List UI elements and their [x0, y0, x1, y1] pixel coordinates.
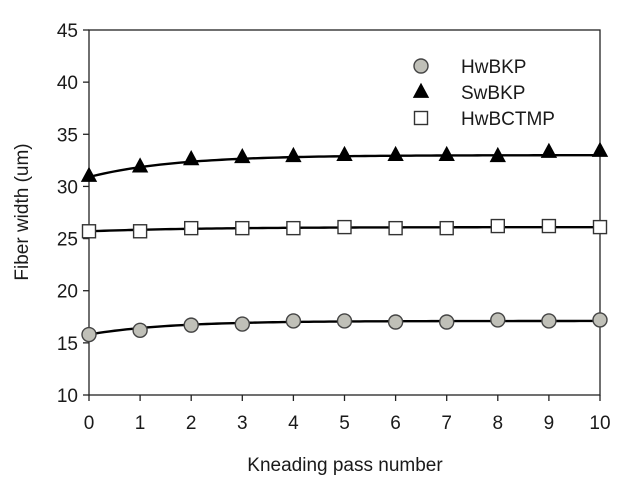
y-tick-label: 25	[57, 230, 78, 251]
data-point-hwbkp	[285, 313, 302, 329]
legend-label-swbkp: SwBKP	[461, 83, 525, 104]
y-tick-label: 10	[57, 386, 78, 407]
data-point-swbkp	[285, 146, 302, 163]
data-point-swbkp	[80, 166, 98, 182]
legend-marker-hwbctmp	[413, 110, 429, 126]
x-axis-title: Kneading pass number	[247, 455, 443, 476]
fit-lines	[88, 153, 600, 336]
x-tick-label: 5	[339, 413, 350, 434]
data-point-hwbkp	[81, 326, 97, 343]
x-tick-label: 3	[237, 413, 248, 434]
y-tick-label: 30	[57, 177, 78, 198]
data-point-hwbctmp	[337, 219, 352, 235]
data-point-hwbctmp	[592, 219, 608, 235]
data-points	[80, 141, 609, 343]
x-tick-label: 6	[390, 413, 401, 434]
data-point-hwbkp	[592, 312, 608, 328]
data-point-hwbkp	[183, 317, 199, 333]
y-tick-label: 40	[57, 73, 78, 94]
x-tick-label: 4	[288, 413, 299, 434]
x-tick-label: 0	[84, 413, 95, 434]
legend-marker-swbkp	[412, 82, 430, 98]
data-point-hwbctmp	[81, 224, 97, 239]
data-point-swbkp	[183, 150, 200, 166]
x-tick-label: 1	[135, 413, 146, 434]
y-tick-label: 20	[57, 282, 78, 303]
y-tick-label: 45	[57, 21, 78, 42]
data-point-swbkp	[489, 146, 506, 163]
y-axis-title: Fiber width (um)	[12, 143, 33, 280]
data-point-hwbctmp	[286, 220, 301, 236]
data-point-hwbctmp	[235, 220, 250, 236]
data-point-swbkp	[387, 145, 404, 162]
legend-marker-hwbkp	[413, 58, 429, 74]
data-point-hwbkp	[490, 312, 506, 328]
data-point-hwbkp	[336, 313, 353, 329]
data-point-hwbkp	[387, 314, 404, 330]
y-tick-label: 15	[57, 334, 78, 355]
legend-label-hwbkp: HwBKP	[461, 57, 526, 78]
data-point-hwbctmp	[388, 220, 403, 236]
y-tick-label: 35	[57, 125, 78, 146]
data-point-swbkp	[131, 157, 149, 173]
data-point-swbkp	[234, 147, 251, 164]
data-point-hwbkp	[234, 316, 251, 332]
x-tick-label: 2	[186, 413, 197, 434]
data-point-hwbctmp	[541, 218, 557, 234]
data-point-hwbkp	[132, 322, 148, 339]
data-point-hwbkp	[439, 314, 455, 330]
data-point-hwbctmp	[183, 220, 199, 236]
data-point-hwbctmp	[490, 218, 505, 234]
x-tick-label: 9	[544, 413, 555, 434]
data-point-hwbctmp	[439, 220, 454, 236]
data-point-hwbkp	[541, 313, 557, 329]
x-tick-label: 10	[589, 413, 610, 434]
data-point-swbkp	[336, 145, 353, 162]
x-tick-label: 8	[493, 413, 504, 434]
data-point-swbkp	[438, 145, 455, 162]
data-point-swbkp	[591, 141, 609, 157]
x-tick-label: 7	[441, 413, 452, 434]
legend: HwBKP SwBKP HwBCTMP	[412, 57, 555, 130]
legend-label-hwbctmp: HwBCTMP	[461, 109, 555, 130]
data-point-hwbctmp	[132, 224, 148, 239]
data-point-swbkp	[540, 142, 558, 158]
